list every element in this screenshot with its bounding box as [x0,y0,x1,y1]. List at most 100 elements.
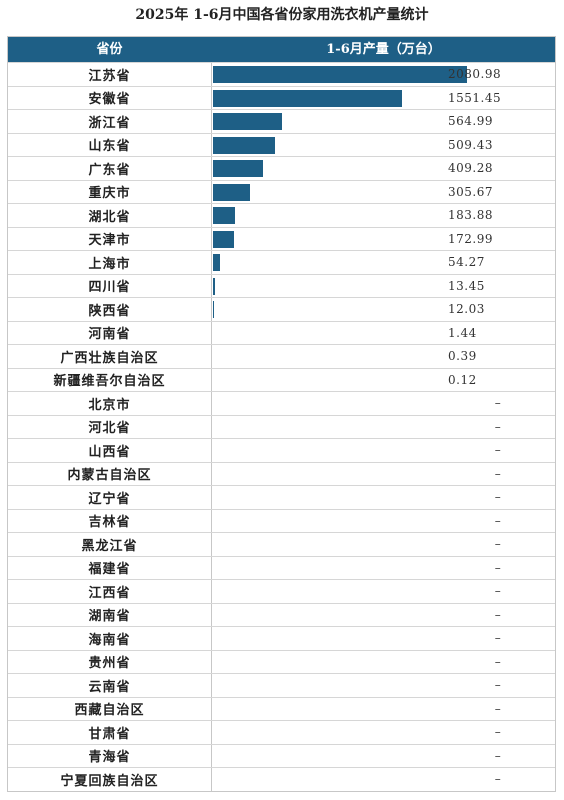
table-row: 青海省 – [8,743,555,768]
value-label: – [494,490,502,505]
table-row: 广东省 409.28 [8,156,555,180]
province-label: 贵州省 [88,656,131,672]
value-bar [213,301,215,318]
table-row: 天津市 172.99 [8,226,555,251]
table-row: 四川省 13.45 [8,273,555,298]
province-label: 江西省 [88,585,131,601]
province-label: 河南省 [88,327,131,343]
province-label: 海南省 [88,632,131,648]
value-label: 509.43 [448,137,493,152]
table-row: 山东省 509.43 [8,132,555,157]
value-label: – [494,466,502,481]
table-header: 省份 1-6月产量（万台） [8,37,555,62]
province-label: 甘肃省 [88,726,131,742]
value-bar [213,136,276,154]
data-table: 省份 1-6月产量（万台） 江苏省 2080.98 安徽省 1551.45 浙江省 564… [7,36,556,792]
table-row: 重庆市 305.67 [8,179,555,204]
table-row: 甘肃省 – [8,720,555,744]
province-label: 吉林省 [88,515,131,531]
value-label: – [494,725,502,740]
province-label: 重庆市 [88,186,131,202]
value-label: – [494,419,502,434]
value-label: 564.99 [448,114,493,129]
province-label: 陕西省 [88,303,131,319]
table-row: 西藏自治区 – [8,696,555,721]
value-label: – [494,560,502,575]
province-label: 宁夏回族自治区 [60,773,159,789]
table-row: 辽宁省 – [8,485,555,509]
table-row: 贵州省 – [8,649,555,674]
value-label: 172.99 [448,231,493,246]
province-label: 黑龙江省 [81,538,138,554]
value-bar [213,89,403,107]
province-label: 山西省 [88,444,131,460]
table-row: 黑龙江省 – [8,532,555,556]
province-label: 新疆维吾尔自治区 [53,374,166,390]
province-label: 安徽省 [88,92,131,108]
value-bar [213,160,263,177]
value-label: 1551.45 [448,90,502,105]
table-row: 河北省 – [8,414,555,439]
table-row: 河南省 1.44 [8,320,555,345]
province-label: 湖南省 [88,609,131,625]
province-label: 青海省 [88,750,131,766]
value-label: – [494,654,502,669]
province-label: 江苏省 [88,68,131,84]
value-label: – [494,584,502,599]
table-row: 山西省 – [8,438,555,462]
column-header-output: 1-6月产量（万台） [326,42,441,57]
value-label: – [494,631,502,646]
value-label: – [494,772,502,787]
value-bar [213,254,220,271]
province-label: 西藏自治区 [74,703,145,719]
province-label: 湖北省 [88,209,131,225]
value-label: 409.28 [448,161,493,176]
province-label: 北京市 [88,397,131,413]
chart-title: 2025年 1-6月中国各省份家用洗衣机产量统计 [135,7,429,23]
province-label: 广东省 [88,162,131,178]
value-label: – [494,513,502,528]
province-label: 山东省 [88,139,131,155]
table-row: 湖南省 – [8,602,555,627]
table-row: 内蒙古自治区 – [8,461,555,486]
table-row: 新疆维吾尔自治区 0.12 [8,367,555,392]
value-label: – [494,443,502,458]
province-label: 浙江省 [88,115,131,131]
value-bar [213,183,251,201]
table-row: 江西省 – [8,579,555,603]
value-label: 305.67 [448,184,493,199]
value-label: 54.27 [448,255,485,270]
value-label: 13.45 [448,278,485,293]
value-bar [213,207,236,224]
value-label: 0.12 [448,372,477,387]
table-row: 江苏省 2080.98 [8,62,555,86]
table-row: 上海市 54.27 [8,250,555,274]
table-row: 云南省 – [8,673,555,697]
value-label: – [494,701,502,716]
column-header-province: 省份 [96,42,123,57]
value-label: – [494,607,502,622]
value-label: – [494,537,502,552]
table-row: 广西壮族自治区 0.39 [8,344,555,368]
value-label: – [494,678,502,693]
table-row: 陕西省 12.03 [8,297,555,321]
province-label: 四川省 [88,280,131,296]
value-label: 12.03 [448,302,485,317]
province-label: 天津市 [88,233,131,249]
value-bar [213,230,235,248]
column-divider [211,62,212,792]
table-row: 北京市 – [8,391,555,415]
province-label: 福建省 [88,562,131,578]
value-label: 0.39 [448,349,477,364]
value-bar [213,277,215,295]
table-row: 海南省 – [8,626,555,650]
value-bar [213,66,467,83]
value-label: – [494,396,502,411]
table-row: 安徽省 1551.45 [8,85,555,110]
table-row: 吉林省 – [8,508,555,533]
table-row: 浙江省 564.99 [8,109,555,133]
province-label: 内蒙古自治区 [67,468,152,484]
table-row: 福建省 – [8,555,555,580]
value-bar [213,113,282,130]
table-row: 宁夏回族自治区 – [8,767,555,791]
